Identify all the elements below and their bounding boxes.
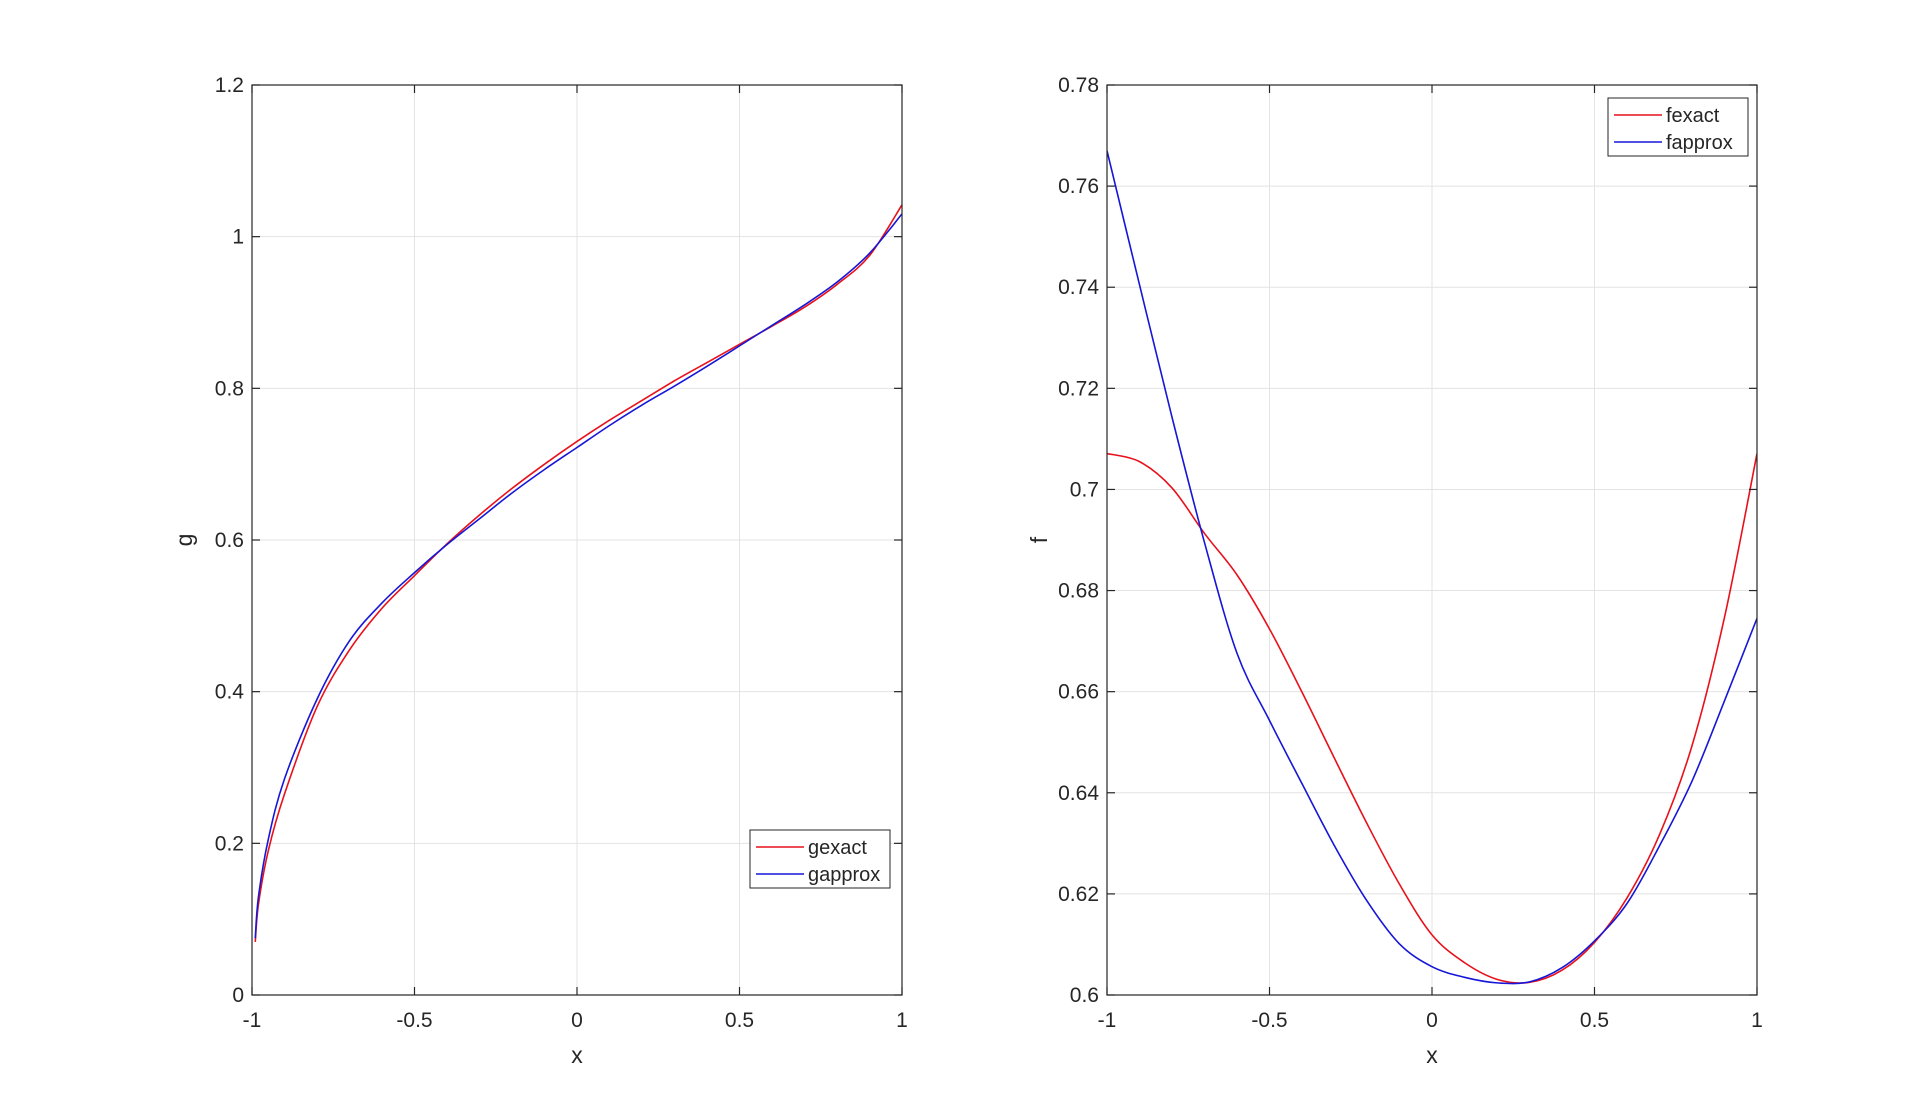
legend-label: fapprox	[1666, 132, 1733, 154]
y-tick-label: 0.78	[1058, 74, 1099, 97]
x-tick-label: -1	[243, 1009, 262, 1032]
y-tick-label: 0.72	[1058, 377, 1099, 400]
x-tick-label: 0.5	[1580, 1009, 1609, 1032]
y-tick-label: 0.68	[1058, 580, 1099, 603]
x-tick-label: -1	[1098, 1009, 1117, 1032]
y-tick-label: 0.2	[215, 832, 244, 855]
legend-box	[1607, 97, 1749, 157]
legend: gexact gapprox	[749, 829, 891, 889]
x-axis-label: x	[571, 1042, 583, 1068]
legend-label: gexact	[808, 837, 867, 859]
x-tick-label: 0	[1426, 1009, 1438, 1032]
y-tick-label: 0.6	[1070, 984, 1099, 1007]
chart-2: -1 -0.5 0 0.5 1 0.6 0.62 0.64 0.66 0.68 0.7 0.72 0.7…	[1026, 74, 1763, 1068]
x-axis-label: x	[1426, 1042, 1438, 1068]
y-axis-label: f	[1026, 536, 1052, 543]
y-tick-label: 0.76	[1058, 175, 1099, 198]
series-line-fexact	[1107, 452, 1757, 984]
x-tick-label: -0.5	[1251, 1009, 1287, 1032]
series-line-gexact	[254, 204, 902, 942]
series-line-fapprox	[1107, 150, 1757, 985]
y-tick-label: 0.6	[215, 529, 244, 552]
legend-box	[749, 829, 891, 889]
legend: fexact fapprox	[1607, 97, 1749, 157]
legend-label: fexact	[1666, 105, 1720, 127]
chart-1: -1 -0.5 0 0.5 1 0 0.2 0.4 0.6 0.8 1 1.2 x g gexact gapp…	[171, 74, 908, 1068]
y-tick-label: 0.62	[1058, 883, 1099, 906]
legend-label: gapprox	[808, 864, 880, 886]
y-tick-label: 1.2	[215, 74, 244, 97]
y-tick-label: 0.7	[1070, 478, 1099, 501]
y-tick-label: 0.74	[1058, 276, 1099, 299]
series-line-gapprox	[254, 213, 902, 939]
x-tick-label: 0	[571, 1009, 583, 1032]
x-tick-label: 0.5	[725, 1009, 754, 1032]
y-tick-label: 0	[232, 984, 244, 1007]
x-tick-label: -0.5	[396, 1009, 432, 1032]
y-tick-label: 1	[232, 226, 244, 249]
x-tick-label: 1	[896, 1009, 908, 1032]
x-tick-label: 1	[1751, 1009, 1763, 1032]
y-axis-label: g	[171, 534, 197, 547]
y-tick-label: 0.4	[215, 681, 245, 704]
y-tick-label: 0.8	[215, 377, 244, 400]
y-tick-label: 0.64	[1058, 782, 1099, 805]
y-tick-label: 0.66	[1058, 681, 1099, 704]
